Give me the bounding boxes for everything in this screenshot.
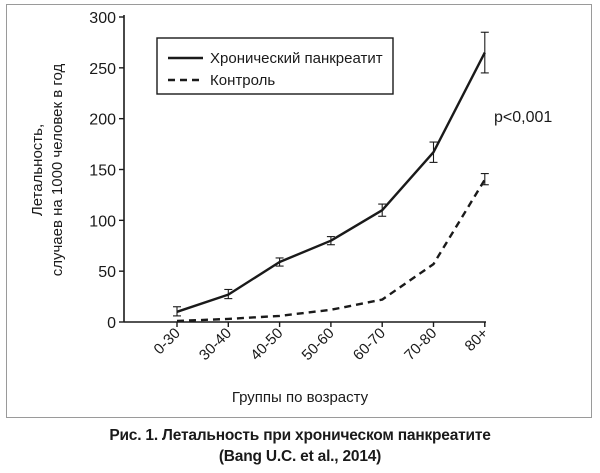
y-tick-label: 250: [89, 61, 116, 78]
error-bar: [326, 236, 335, 246]
error-bar: [429, 141, 438, 163]
p-value-annotation: p<0,001: [494, 109, 552, 126]
x-tick-label: 0-30: [151, 325, 184, 358]
y-tick-label: 100: [89, 213, 116, 230]
x-tick-label: 60-70: [350, 325, 389, 364]
series-layer: [173, 31, 489, 323]
y-tick-label: 200: [89, 112, 116, 129]
y-tick-label: 50: [98, 264, 116, 281]
x-tick-label: 30-40: [196, 325, 235, 364]
y-tick-label: 0: [107, 315, 116, 332]
error-bar: [480, 173, 489, 186]
error-bar: [378, 203, 387, 217]
error-bar: [224, 288, 233, 300]
error-bar: [173, 306, 181, 317]
legend-label: Хронический панкреатит: [210, 50, 383, 67]
y-axis-label: Летальность,: [29, 124, 46, 216]
series-line-control: [176, 179, 486, 323]
x-tick-label: 70-80: [401, 325, 440, 364]
legend-box: [156, 37, 394, 95]
y-tick-label: 150: [89, 163, 116, 180]
x-tick-label: 50-60: [299, 325, 338, 364]
legend: Хронический панкреатит Контроль: [156, 37, 394, 95]
x-tick-label: 80+: [462, 325, 492, 355]
figure-caption-source: (Bang U.C. et al., 2014): [218, 448, 382, 465]
x-tick-label: 40-50: [247, 325, 286, 364]
y-axis-label-units: случаев на 1000 человек в год: [49, 63, 66, 276]
x-axis-label: Группы по возрасту: [232, 389, 369, 406]
error-bar: [480, 31, 489, 74]
figure-caption: Рис. 1. Летальность при хроническом панк…: [109, 427, 491, 444]
error-bar: [275, 257, 284, 267]
legend-label: Контроль: [210, 72, 275, 89]
chart-canvas: 0 50 100 150 200 250 300 0-30 30-40 40-50 50-60 60-…: [29, 10, 552, 406]
y-tick-label: 300: [89, 10, 116, 27]
